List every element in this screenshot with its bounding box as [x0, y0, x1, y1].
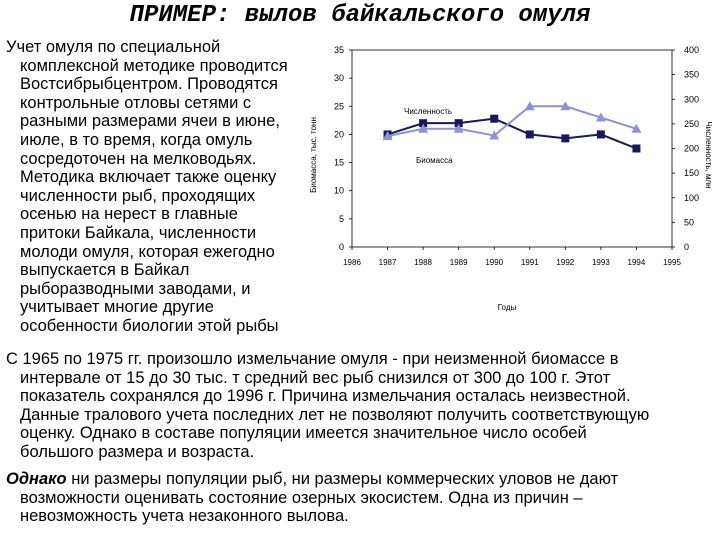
intro-line: особенности биологии этой рыбы [20, 316, 279, 335]
series-label-biomass: Биомасса [416, 156, 453, 165]
y-right-tick-label: 100 [684, 193, 699, 203]
series-label-count: Численность [404, 107, 452, 116]
slide-title: ПРИМЕР: вылов байкальского омуля [129, 2, 591, 29]
y-right-tick-label: 150 [684, 168, 699, 178]
series-line [387, 105, 637, 138]
series-line [387, 117, 637, 150]
x-tick-label: 1987 [379, 258, 397, 267]
biomass-point [419, 119, 428, 128]
para1-line: Данные тралового учета последних лет не … [20, 405, 650, 424]
biomass-point [632, 144, 641, 153]
para2-lead: Однако [6, 470, 67, 488]
intro-line: Учет омуля по специальной [6, 38, 221, 56]
para1-line: интервале от 15 до 30 тыс. т средний вес… [20, 368, 611, 387]
count-point [560, 101, 571, 111]
intro-line: Методика включает также оценку [20, 168, 277, 187]
para2-line: невозможность учета незаконного вылова. [20, 507, 349, 526]
para1-line: С 1965 по 1975 гг. произошло измельчание… [6, 350, 619, 368]
count-point [524, 101, 535, 111]
biomass-point [490, 114, 499, 123]
intro-line: июле, в то время, когда омуль [20, 130, 253, 149]
intro-line: численности рыб, проходящих [20, 186, 256, 205]
count-point [489, 130, 500, 140]
count-point [453, 123, 464, 133]
biomass-point [596, 130, 605, 139]
y-right-tick-label: 250 [684, 119, 699, 129]
y-left-tick-label: 5 [339, 214, 344, 224]
x-tick-label: 1990 [485, 258, 503, 267]
count-point [631, 123, 642, 133]
biomass-point [454, 119, 463, 128]
para2-first-rest: ни размеры популяции рыб, ни размеры ком… [66, 470, 619, 488]
y-right-tick-label: 0 [684, 242, 689, 252]
intro-line: контрольные отловы сетями с [20, 93, 252, 112]
biomass-chart: 0510152025303505010015020025030035040019… [309, 45, 713, 312]
y-left-tick-label: 30 [334, 73, 344, 83]
y-axis-right-label: Численность, млн [704, 121, 713, 188]
y-right-tick-label: 300 [684, 94, 699, 104]
x-tick-label: 1992 [556, 258, 574, 267]
y-left-tick-label: 15 [334, 158, 344, 168]
y-right-tick-label: 350 [684, 70, 699, 80]
x-tick-label: 1989 [450, 258, 468, 267]
count-point [418, 123, 429, 133]
y-left-tick-label: 35 [334, 45, 344, 55]
x-tick-label: 1988 [414, 258, 432, 267]
x-tick-label: 1991 [521, 258, 539, 267]
intro-line: притоки Байкала, численности [20, 223, 257, 242]
intro-line: рыборазводными заводами, и [20, 279, 251, 298]
y-right-tick-label: 400 [684, 45, 699, 55]
intro-line: осенью на нерест в главные [20, 205, 238, 224]
chart-plot-layer: 0510152025303505010015020025030035040019… [334, 45, 699, 267]
y-right-tick-label: 200 [684, 144, 699, 154]
x-tick-label: 1993 [592, 258, 610, 267]
intro-line: выпускается в Байкал [20, 261, 190, 280]
x-axis-label: Годы [498, 303, 517, 312]
y-left-tick-label: 25 [334, 101, 344, 111]
intro-paragraph: Учет омуля по специальной комплексной ме… [6, 38, 306, 336]
y-left-tick-label: 10 [334, 186, 344, 196]
intro-line: разными размерами ячеи в июне, [20, 112, 280, 131]
intro-line: Востсибрыбцентром. Проводятся [20, 75, 278, 94]
y-axis-left-label: Биомасса, тыс. тонн [309, 117, 318, 193]
intro-line: сосредоточен на мелководьях. [20, 149, 257, 168]
intro-line: молоди омуля, которая ежегодно [20, 242, 275, 261]
para2-line: возможности оценивать состояние озерных … [20, 488, 583, 507]
x-tick-label: 1986 [343, 258, 361, 267]
paragraph-conclusion: Однако ни размеры популяции рыб, ни разм… [6, 470, 618, 526]
y-left-tick-label: 20 [334, 129, 344, 139]
para1-line: оценку. Однако в составе популяции имеет… [20, 424, 587, 443]
x-tick-label: 1994 [628, 258, 646, 267]
y-left-tick-label: 0 [339, 242, 344, 252]
intro-line: учитывает многие другие [20, 298, 214, 317]
plot-frame [351, 49, 673, 248]
x-tick-label: 1995 [663, 258, 681, 267]
count-point [595, 112, 606, 122]
biomass-point [561, 134, 570, 143]
para1-line: показатель сохранялся до 1996 г. Причина… [20, 387, 631, 406]
y-right-tick-label: 50 [684, 217, 694, 227]
para2-line: Однако ни размеры популяции рыб, ни разм… [6, 470, 618, 489]
para1-line: большого размера и возраста. [20, 442, 255, 461]
count-point [382, 131, 393, 141]
paragraph-decline: С 1965 по 1975 гг. произошло измельчание… [6, 350, 649, 462]
biomass-point [525, 130, 534, 139]
intro-line: комплексной методике проводится [20, 56, 288, 75]
